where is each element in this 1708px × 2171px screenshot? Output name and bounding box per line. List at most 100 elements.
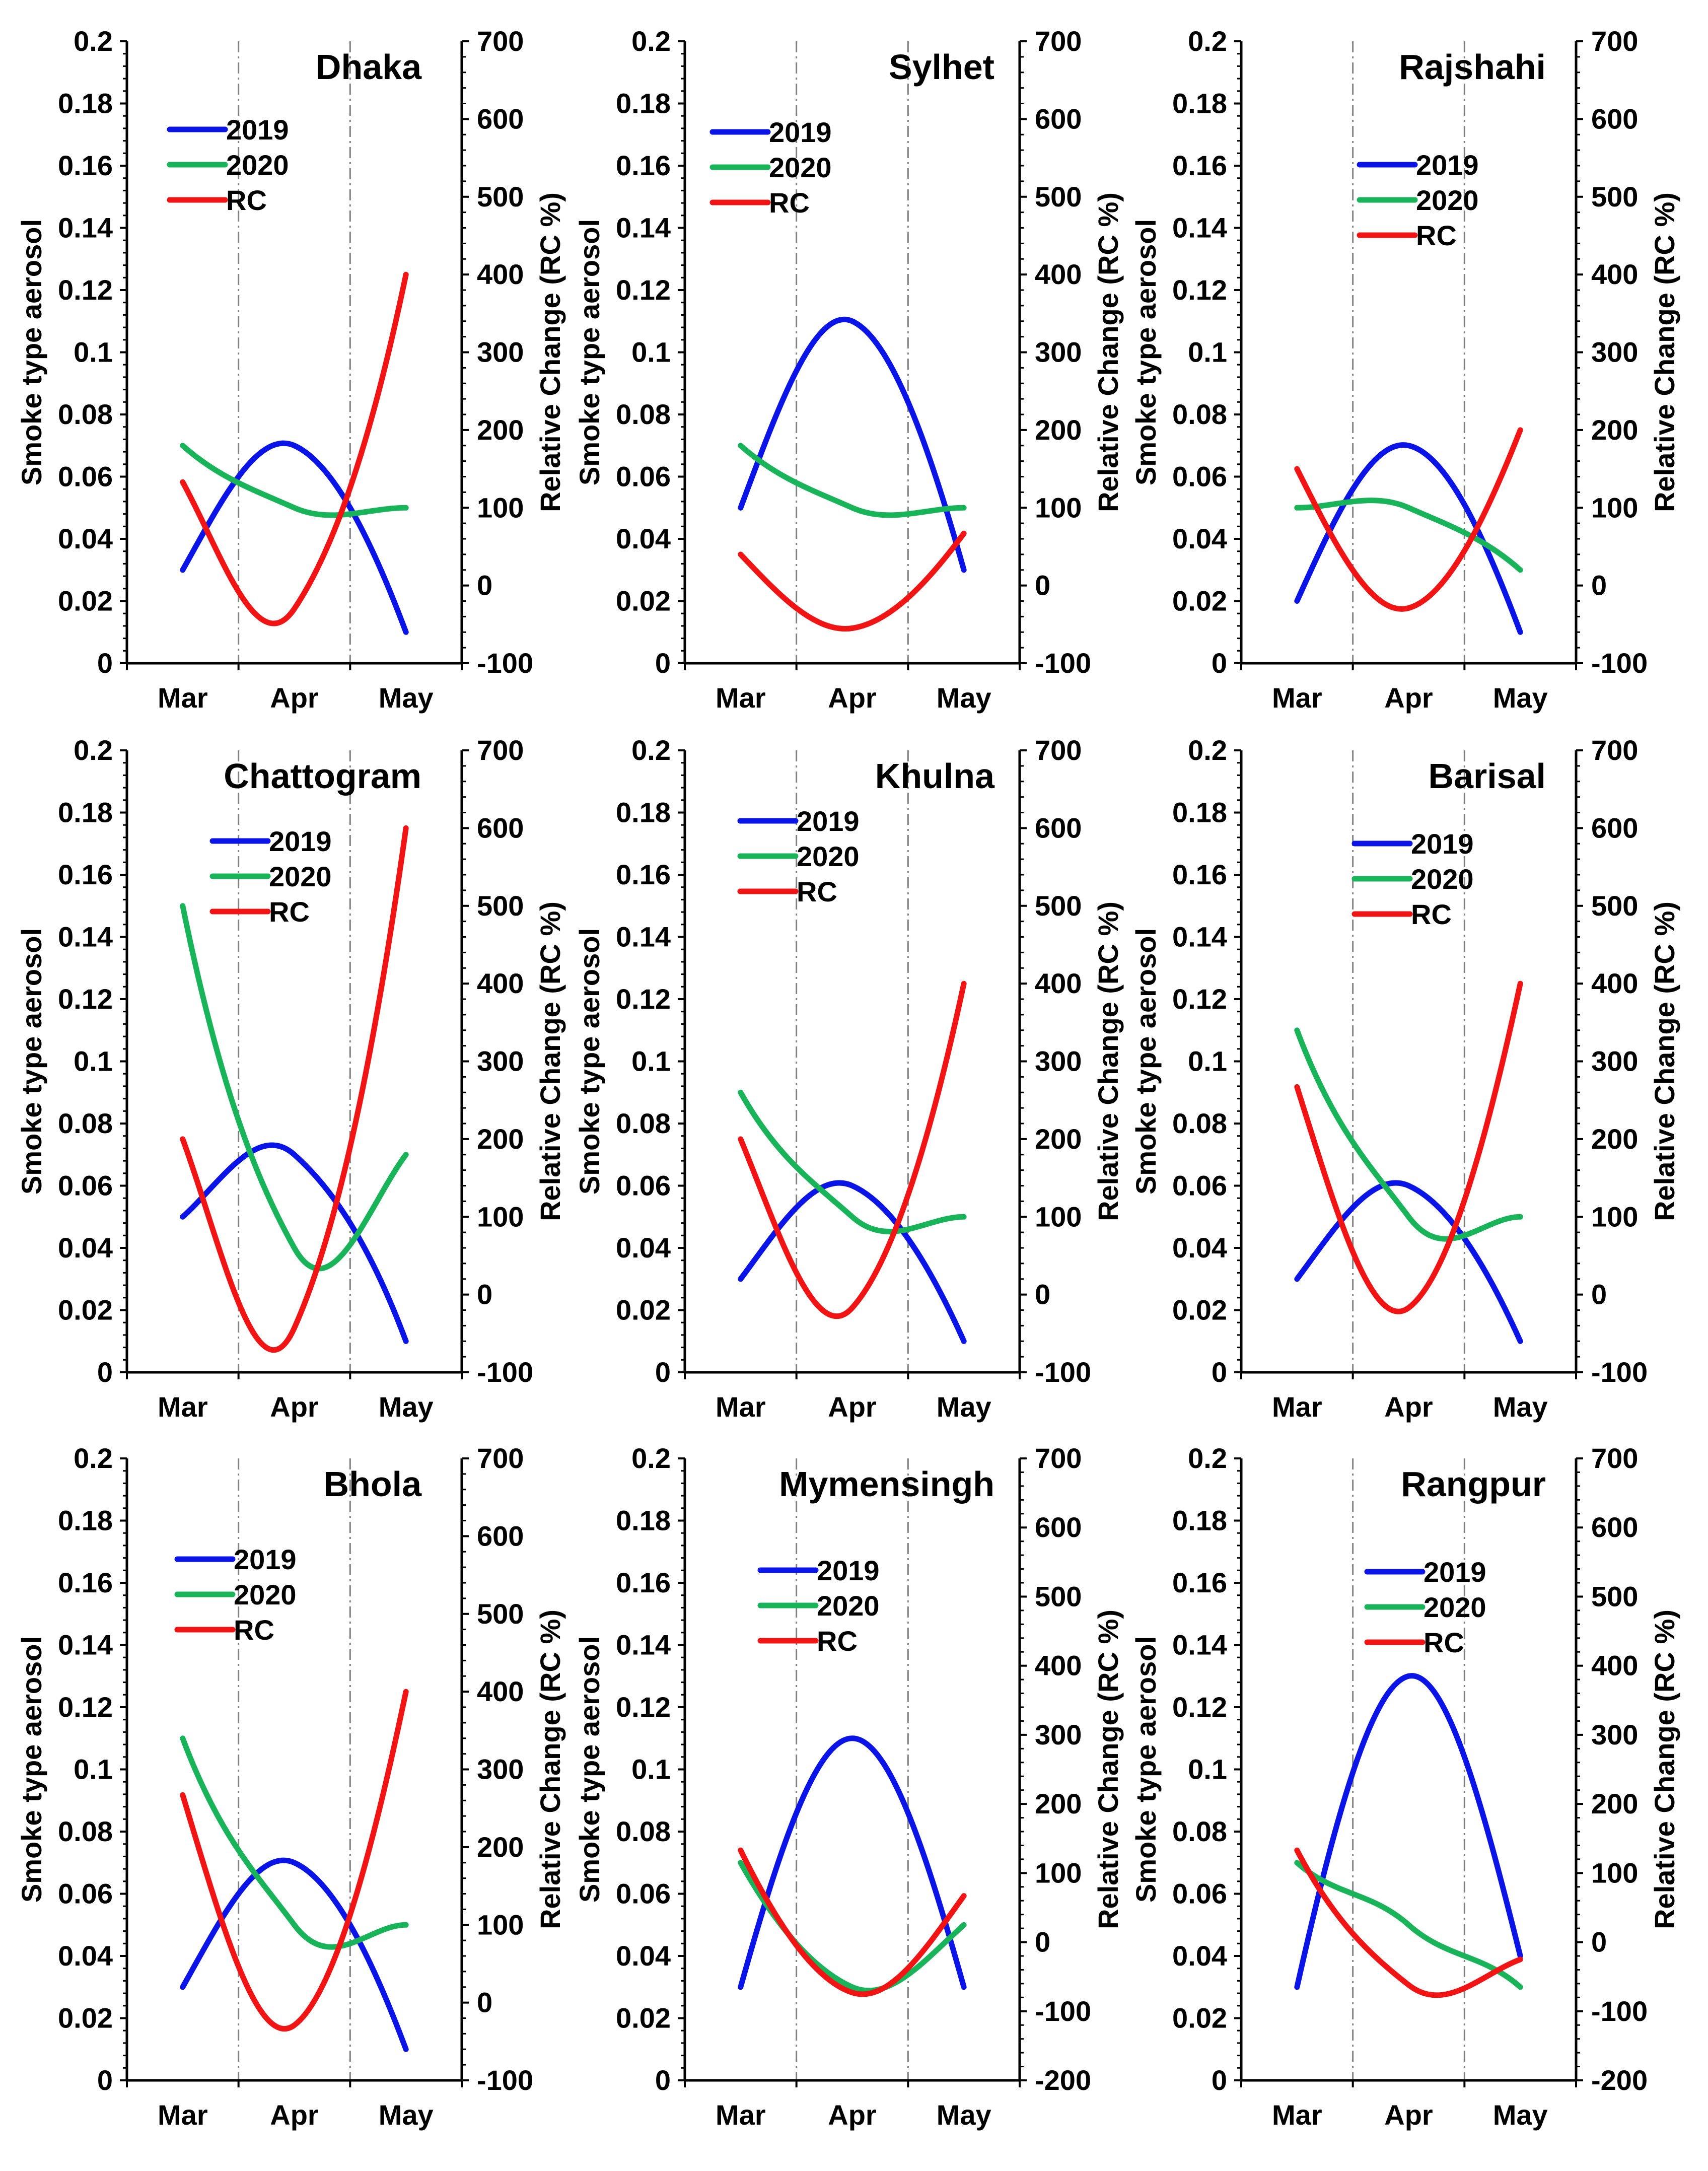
left-tick-label: 0.04 bbox=[1172, 1232, 1227, 1264]
left-tick-label: 0.12 bbox=[58, 1691, 113, 1723]
left-tick-label: 0.02 bbox=[58, 2002, 113, 2034]
right-axis-title: Relative Change (RC %) bbox=[534, 901, 566, 1221]
panel-rangpur: 0 0.02 0.04 0.06 0.08 0.1 0.12 0.14 0.16 0.18 0.2 -… bbox=[1130, 1442, 1680, 2131]
legend-label-2020: 2020 bbox=[1416, 184, 1479, 216]
left-axis-title: Smoke type aerosol bbox=[574, 1636, 605, 1903]
right-tick-label: 100 bbox=[1035, 1857, 1082, 1888]
left-tick-label: 0.14 bbox=[1172, 1629, 1227, 1661]
series-line-2020 bbox=[738, 443, 967, 518]
left-axis-title: Smoke type aerosol bbox=[16, 1636, 47, 1903]
left-tick-label: 0.04 bbox=[616, 1232, 671, 1264]
left-tick-label: 0.12 bbox=[58, 983, 113, 1015]
right-tick-label: 0 bbox=[477, 570, 492, 601]
left-tick-label: 0.06 bbox=[616, 1170, 671, 1202]
series-line-rc bbox=[180, 271, 409, 626]
right-tick-label: 0 bbox=[1035, 1279, 1050, 1310]
series-line-rc bbox=[738, 981, 967, 1319]
left-tick-label: 0 bbox=[1212, 647, 1227, 679]
left-tick-label: 0.2 bbox=[74, 1442, 113, 1474]
right-tick-label: 500 bbox=[1591, 890, 1638, 922]
right-tick-label: 200 bbox=[1591, 1123, 1638, 1155]
panel-rajshahi: 0 0.02 0.04 0.06 0.08 0.1 0.12 0.14 0.16 0.18 0.2 -… bbox=[1130, 25, 1680, 714]
left-tick-label: 0.04 bbox=[616, 523, 671, 554]
x-tick-label-apr: Apr bbox=[270, 682, 318, 714]
left-axis-title: Smoke type aerosol bbox=[1130, 928, 1162, 1195]
left-tick-label: 0.04 bbox=[616, 1940, 671, 1972]
right-tick-label: 100 bbox=[1591, 492, 1638, 523]
x-tick-label-may: May bbox=[379, 682, 434, 714]
left-tick-label: 0.2 bbox=[631, 734, 671, 766]
left-tick-label: 0.08 bbox=[1172, 1815, 1227, 1847]
series-line-2019 bbox=[738, 1735, 967, 1990]
panel-bhola: 0 0.02 0.04 0.06 0.08 0.1 0.12 0.14 0.16 0.18 0.2 -… bbox=[16, 1442, 566, 2131]
panel-title: Barisal bbox=[1429, 756, 1546, 796]
right-tick-label: 600 bbox=[1035, 1511, 1082, 1543]
left-tick-label: 0.06 bbox=[616, 1878, 671, 1910]
right-tick-label: 600 bbox=[477, 812, 524, 844]
panel-title: Rangpur bbox=[1401, 1464, 1546, 1504]
series-line-2020 bbox=[1294, 498, 1523, 573]
series-line-rc bbox=[1294, 427, 1523, 612]
series-line-2019 bbox=[1294, 1673, 1523, 1990]
right-tick-label: 500 bbox=[1035, 1580, 1082, 1612]
left-tick-label: 0.02 bbox=[1172, 1294, 1227, 1326]
legend-label-rc: RC bbox=[1424, 1627, 1464, 1658]
right-tick-label: 500 bbox=[477, 890, 524, 922]
series-line-2020 bbox=[1294, 1027, 1523, 1242]
right-tick-label: 100 bbox=[1591, 1201, 1638, 1232]
left-tick-label: 0.18 bbox=[58, 1505, 113, 1536]
panel-title: Rajshahi bbox=[1399, 47, 1546, 87]
right-tick-label: -100 bbox=[1035, 647, 1091, 679]
left-tick-label: 0 bbox=[1212, 1356, 1227, 1388]
left-axis-title: Smoke type aerosol bbox=[574, 928, 605, 1195]
right-tick-label: 400 bbox=[1591, 258, 1638, 290]
panel-mymensingh: 0 0.02 0.04 0.06 0.08 0.1 0.12 0.14 0.16 0.18 0.2 -… bbox=[574, 1442, 1124, 2131]
right-axis-title: Relative Change (RC %) bbox=[534, 1609, 566, 1929]
legend-label-rc: RC bbox=[234, 1614, 274, 1646]
right-tick-label: 0 bbox=[1591, 1279, 1607, 1310]
left-tick-label: 0 bbox=[655, 1356, 671, 1388]
left-tick-label: 0.04 bbox=[58, 523, 113, 554]
x-tick-label-apr: Apr bbox=[1384, 2099, 1433, 2131]
right-tick-label: 400 bbox=[1591, 1650, 1638, 1682]
left-tick-label: 0.2 bbox=[74, 734, 113, 766]
left-tick-label: 0.08 bbox=[616, 398, 671, 430]
left-tick-label: 0.14 bbox=[1172, 212, 1227, 244]
left-tick-label: 0.16 bbox=[58, 1567, 113, 1598]
right-tick-label: 600 bbox=[1591, 103, 1638, 134]
right-tick-label: 0 bbox=[1035, 570, 1050, 601]
right-tick-label: 0 bbox=[1591, 1926, 1607, 1958]
right-tick-label: -100 bbox=[1035, 1995, 1091, 2027]
left-tick-label: 0.1 bbox=[74, 1045, 113, 1077]
right-axis-title: Relative Change (RC %) bbox=[1092, 901, 1124, 1221]
right-tick-label: 600 bbox=[1591, 1511, 1638, 1543]
series-line-rc bbox=[738, 1847, 967, 1997]
left-tick-label: 0.02 bbox=[616, 1294, 671, 1326]
left-tick-label: 0.18 bbox=[1172, 797, 1227, 828]
panel-barisal: 0 0.02 0.04 0.06 0.08 0.1 0.12 0.14 0.16 0.18 0.2 -… bbox=[1130, 734, 1680, 1423]
right-tick-label: 700 bbox=[1591, 734, 1638, 766]
right-tick-label: 500 bbox=[477, 181, 524, 213]
series-line-rc bbox=[738, 530, 967, 632]
x-tick-label-apr: Apr bbox=[828, 682, 876, 714]
right-tick-label: 400 bbox=[1035, 1650, 1082, 1682]
left-tick-label: 0.04 bbox=[1172, 1940, 1227, 1972]
left-tick-label: 0.1 bbox=[74, 336, 113, 368]
x-tick-label-mar: Mar bbox=[716, 1391, 766, 1423]
left-tick-label: 0.04 bbox=[58, 1940, 113, 1972]
panel-title: Khulna bbox=[875, 756, 995, 796]
left-tick-label: 0.14 bbox=[616, 921, 671, 953]
right-tick-label: 600 bbox=[477, 103, 524, 134]
left-tick-label: 0.04 bbox=[1172, 523, 1227, 554]
right-tick-label: 200 bbox=[477, 1831, 524, 1863]
right-tick-label: 500 bbox=[477, 1598, 524, 1630]
panel-title: Mymensingh bbox=[779, 1464, 994, 1504]
right-tick-label: 500 bbox=[1035, 181, 1082, 213]
x-tick-label-mar: Mar bbox=[1272, 1391, 1322, 1423]
legend-label-2020: 2020 bbox=[269, 861, 332, 892]
x-tick-label-may: May bbox=[937, 1391, 991, 1423]
left-tick-label: 0.18 bbox=[58, 88, 113, 119]
left-tick-label: 0.06 bbox=[58, 461, 113, 493]
legend-label-2019: 2019 bbox=[769, 116, 832, 148]
legend-label-2019: 2019 bbox=[269, 825, 332, 857]
